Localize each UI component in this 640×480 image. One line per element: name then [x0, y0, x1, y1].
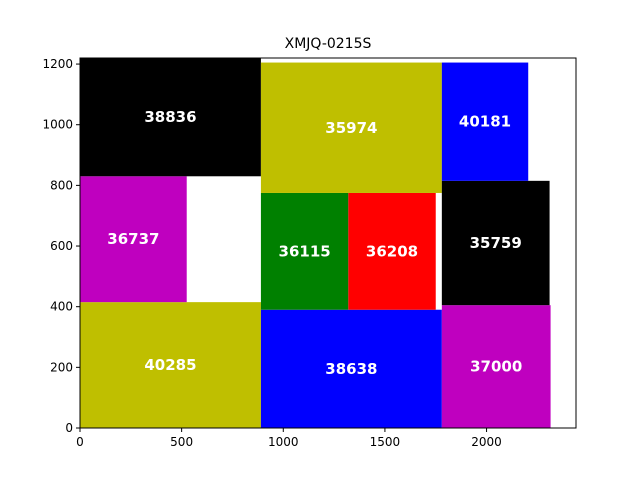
- y-tick-label: 1200: [42, 57, 73, 71]
- treemap-rect: [80, 176, 187, 303]
- treemap-rect-label: 36208: [366, 242, 418, 260]
- treemap-rect-label: 40181: [459, 113, 511, 131]
- y-tick-label: 200: [50, 360, 73, 374]
- y-tick-label: 600: [50, 239, 73, 253]
- treemap-rect-label: 36115: [279, 242, 331, 260]
- rects-layer: [80, 58, 551, 428]
- y-tick-label: 800: [50, 178, 73, 192]
- x-tick-label: 500: [170, 435, 193, 449]
- x-tick-label: 0: [76, 435, 84, 449]
- treemap-rect-label: 38836: [144, 108, 196, 126]
- x-tick-label: 2000: [471, 435, 502, 449]
- treemap-rect: [260, 309, 442, 428]
- y-tick-label: 1000: [42, 118, 73, 132]
- labels-layer: 40285 36737 38836 38638 36115 36208 35974 37000…: [107, 108, 522, 378]
- x-axis: 0 500 1000 1500 2000: [76, 428, 502, 449]
- x-tick-label: 1000: [268, 435, 299, 449]
- treemap-rect-label: 37000: [470, 358, 522, 376]
- treemap-rect-label: 35759: [470, 234, 522, 252]
- treemap-rect: [441, 305, 551, 428]
- treemap-rect: [441, 62, 529, 181]
- y-axis: 0 200 400 600 800 1000 1200: [42, 57, 80, 435]
- treemap-rect-label: 38638: [325, 360, 377, 378]
- treemap-rect: [260, 192, 349, 310]
- y-tick-label: 0: [65, 421, 73, 435]
- chart-title: XMJQ-0215S: [285, 36, 372, 52]
- treemap-rect: [260, 62, 442, 193]
- treemap-rect: [80, 58, 261, 177]
- treemap-rect: [348, 192, 436, 310]
- treemap-rect-label: 36737: [107, 230, 159, 248]
- treemap-rect-label: 40285: [144, 356, 196, 374]
- treemap-rect: [441, 180, 550, 306]
- treemap-rect: [80, 302, 261, 428]
- treemap-rect-label: 35974: [325, 119, 377, 137]
- y-tick-label: 400: [50, 300, 73, 314]
- plot-frame: [79, 57, 577, 429]
- x-tick-label: 1500: [370, 435, 401, 449]
